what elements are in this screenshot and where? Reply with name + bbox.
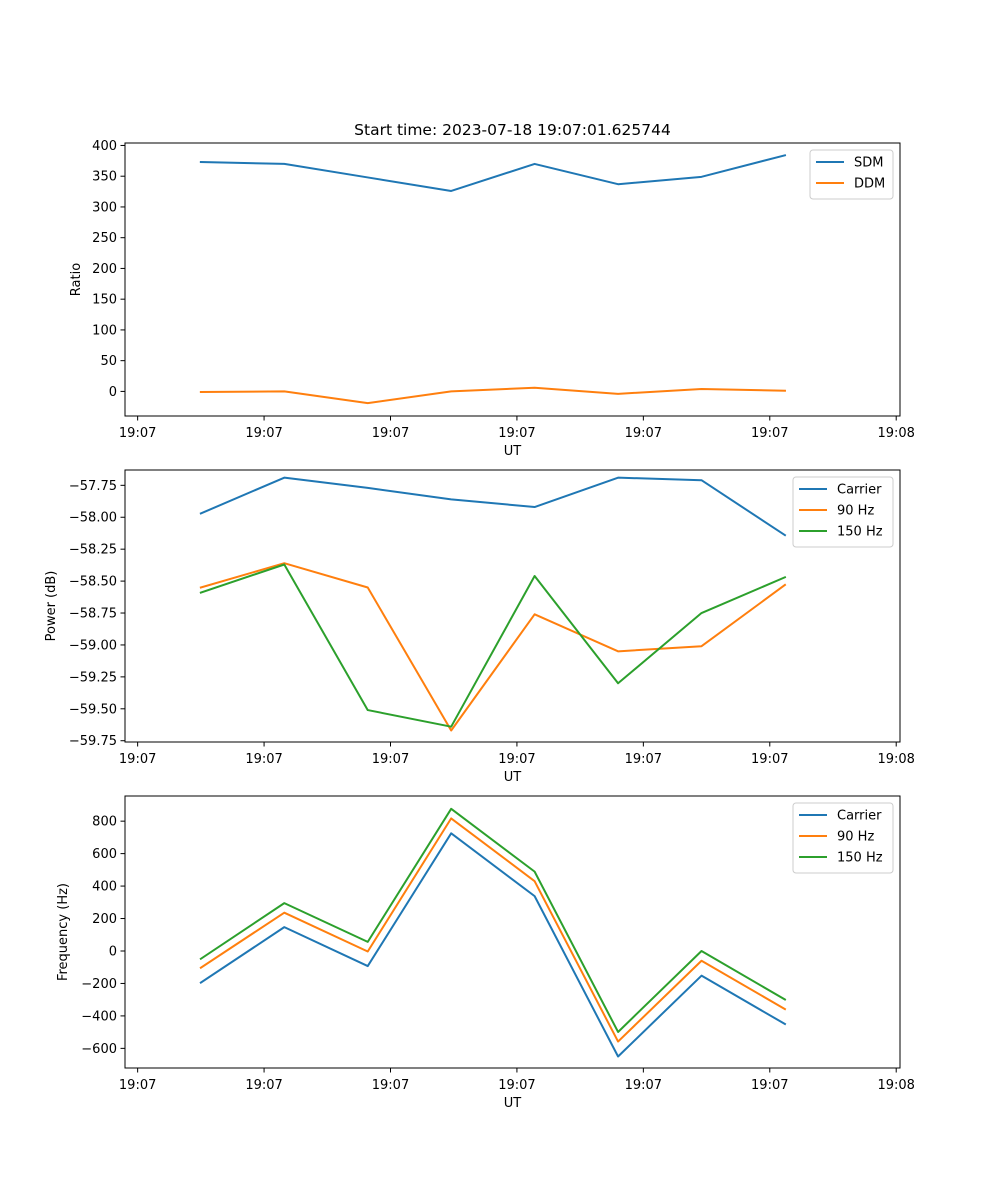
power-series-carrier-line <box>199 476 787 537</box>
ratio-y-tick-label: 100 <box>92 323 117 338</box>
ratio-subplot: 19:07 19:07 19:07 19:07 19:07 19:07 19:08 0 50 10… <box>69 139 915 459</box>
frequency-legend-label-carrier: Carrier <box>837 809 882 824</box>
figure-title: Start time: 2023-07-18 19:07:01.625744 <box>354 121 671 139</box>
frequency-x-axis-label: UT <box>504 1096 522 1111</box>
ratio-legend-label-sdm: SDM <box>854 156 883 171</box>
ratio-y-tick-label: 0 <box>109 385 117 400</box>
power-x-tick-label: 19:07 <box>372 752 409 767</box>
frequency-x-tick-label: 19:07 <box>625 1078 662 1093</box>
ratio-series-sdm-line <box>199 154 787 192</box>
power-x-tick-label: 19:07 <box>119 752 156 767</box>
power-axes-frame <box>124 469 901 743</box>
frequency-x-tick-label: 19:07 <box>372 1078 409 1093</box>
frequency-y-tick-label: 400 <box>92 880 117 895</box>
power-y-tick-label: −58.00 <box>69 511 117 526</box>
frequency-legend-label-90-hz: 90 Hz <box>837 830 874 845</box>
power-y-axis-label: Power (dB) <box>44 571 59 642</box>
power-y-tick-label: −57.75 <box>69 479 117 494</box>
power-legend-label-90-hz: 90 Hz <box>837 504 874 519</box>
power-x-tick-label: 19:07 <box>751 752 788 767</box>
power-x-tick-label: 19:08 <box>877 752 914 767</box>
ratio-x-tick-label: 19:07 <box>751 426 788 441</box>
frequency-x-tick-label: 19:08 <box>877 1078 914 1093</box>
power-y-tick-label: −59.00 <box>69 638 117 653</box>
frequency-x-tick-label: 19:07 <box>119 1078 156 1093</box>
frequency-y-axis-label: Frequency (Hz) <box>56 883 71 981</box>
power-subplot: 19:07 19:07 19:07 19:07 19:07 19:07 19:08 −59.7… <box>44 469 915 785</box>
power-x-tick-label: 19:07 <box>625 752 662 767</box>
frequency-series-carrier-line <box>199 832 787 1058</box>
ratio-y-tick-label: 250 <box>92 231 117 246</box>
frequency-y-tick-label: 200 <box>92 912 117 927</box>
frequency-y-tick-label: −200 <box>81 977 117 992</box>
ratio-y-tick-label: 350 <box>92 170 117 185</box>
frequency-series-90-hz-line <box>199 817 787 1043</box>
ratio-y-tick-label: 50 <box>100 354 117 369</box>
frequency-legend-label-150-hz: 150 Hz <box>837 851 883 866</box>
ratio-series-ddm-line <box>199 386 786 405</box>
frequency-y-tick-label: −600 <box>81 1042 117 1057</box>
power-y-tick-label: −58.25 <box>69 543 117 558</box>
frequency-legend: Carrier 90 Hz 150 Hz <box>792 802 894 874</box>
power-x-tick-label: 19:07 <box>245 752 282 767</box>
ratio-legend: SDM DDM <box>809 149 894 200</box>
ratio-x-tick-label: 19:07 <box>625 426 662 441</box>
power-y-tick-label: −59.75 <box>69 734 117 749</box>
ratio-x-axis-label: UT <box>504 444 522 459</box>
ratio-y-tick-label: 400 <box>92 139 117 154</box>
power-legend: Carrier 90 Hz 150 Hz <box>792 476 894 548</box>
ratio-legend-label-ddm: DDM <box>854 177 885 192</box>
frequency-y-tick-label: −400 <box>81 1009 117 1024</box>
power-y-tick-label: −58.50 <box>69 575 117 590</box>
frequency-subplot: 19:07 19:07 19:07 19:07 19:07 19:07 19:08 −600 −… <box>56 795 915 1111</box>
frequency-y-tick-label: 0 <box>109 944 117 959</box>
ratio-y-tick-label: 150 <box>92 293 117 308</box>
ratio-x-tick-label: 19:07 <box>372 426 409 441</box>
frequency-x-tick-label: 19:07 <box>245 1078 282 1093</box>
frequency-legend-box <box>792 802 894 874</box>
ratio-y-axis-label: Ratio <box>69 263 84 296</box>
power-y-tick-label: −58.75 <box>69 607 117 622</box>
frequency-series-150-hz-line <box>199 807 787 1033</box>
ratio-x-tick-label: 19:07 <box>119 426 156 441</box>
power-legend-label-carrier: Carrier <box>837 483 882 498</box>
power-x-tick-label: 19:07 <box>498 752 535 767</box>
frequency-x-tick-label: 19:07 <box>751 1078 788 1093</box>
frequency-x-tick-label: 19:07 <box>498 1078 535 1093</box>
power-series-150-hz-line <box>199 563 787 728</box>
power-x-axis-label: UT <box>504 770 522 785</box>
frequency-y-tick-label: 800 <box>92 815 117 830</box>
power-series-90-hz-line <box>199 562 787 732</box>
ratio-y-tick-label: 300 <box>92 200 117 215</box>
frequency-axes-frame <box>124 795 901 1069</box>
ratio-x-tick-label: 19:08 <box>877 426 914 441</box>
ratio-y-tick-label: 200 <box>92 262 117 277</box>
power-legend-box <box>792 476 894 548</box>
frequency-y-tick-label: 600 <box>92 847 117 862</box>
power-y-tick-label: −59.25 <box>69 670 117 685</box>
power-y-tick-label: −59.50 <box>69 702 117 717</box>
ratio-x-tick-label: 19:07 <box>245 426 282 441</box>
ratio-x-tick-label: 19:07 <box>498 426 535 441</box>
ratio-axes-frame <box>124 142 901 417</box>
power-legend-label-150-hz: 150 Hz <box>837 525 883 540</box>
